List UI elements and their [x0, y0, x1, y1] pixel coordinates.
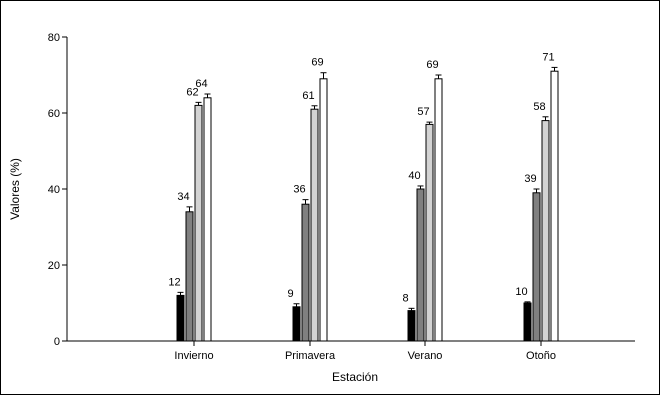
- bar: [532, 192, 541, 342]
- x-tick-label: Primavera: [285, 350, 336, 362]
- bar: [523, 302, 532, 342]
- bar: [434, 78, 443, 342]
- bars: [176, 66, 559, 342]
- axes: 0 20 40 60 80 Invierno Primavera Verano Otoño: [48, 32, 635, 362]
- data-label: 58: [533, 101, 545, 113]
- y-tick-label: 40: [48, 184, 60, 196]
- data-label: 64: [195, 78, 207, 90]
- data-label: 9: [287, 288, 293, 300]
- y-tick-label: 0: [54, 336, 60, 348]
- data-label: 39: [524, 173, 536, 185]
- data-label: 69: [426, 59, 438, 71]
- data-label: 69: [311, 57, 323, 69]
- bar: [194, 104, 203, 342]
- x-tick-label: Otoño: [526, 350, 556, 362]
- y-tick-label: 20: [48, 260, 60, 272]
- bar: [310, 108, 319, 342]
- data-label: 62: [186, 86, 198, 98]
- bar: [416, 188, 425, 342]
- bar: [425, 123, 434, 342]
- data-label: 12: [168, 276, 180, 288]
- data-label: 71: [542, 51, 554, 63]
- data-label: 8: [402, 292, 408, 304]
- x-tick-label: Verano: [408, 350, 443, 362]
- bar: [185, 211, 194, 342]
- y-tick-label: 80: [48, 32, 60, 44]
- data-label: 61: [302, 90, 314, 102]
- data-label: 36: [293, 184, 305, 196]
- bar: [176, 294, 185, 342]
- bar: [541, 120, 550, 342]
- bar: [407, 310, 416, 342]
- data-label: 10: [515, 286, 527, 298]
- data-label: 34: [177, 191, 189, 203]
- bar: [203, 97, 212, 342]
- bar: [292, 306, 301, 342]
- x-tick-label: Invierno: [174, 350, 213, 362]
- y-tick-label: 60: [48, 108, 60, 120]
- data-label: 40: [408, 170, 420, 182]
- bar: [301, 203, 310, 342]
- x-axis-label: Estación: [332, 370, 378, 384]
- y-axis-label: Valores (%): [8, 158, 22, 220]
- data-labels: 12 9 8 10 34 36 40 39 62 61 57 58 64 69 69 71: [168, 51, 554, 304]
- bar: [319, 78, 328, 342]
- data-label: 57: [417, 106, 429, 118]
- bar: [550, 70, 559, 342]
